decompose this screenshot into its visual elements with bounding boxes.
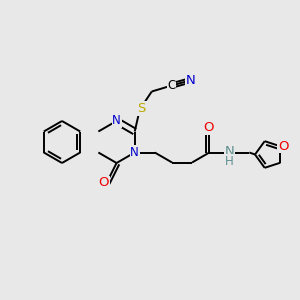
Text: O: O xyxy=(278,140,289,153)
Text: S: S xyxy=(138,102,146,115)
Text: O: O xyxy=(98,176,109,189)
Text: H: H xyxy=(225,155,234,168)
Text: N: N xyxy=(130,146,139,159)
Text: O: O xyxy=(203,121,214,134)
Text: C: C xyxy=(168,79,176,92)
Text: N: N xyxy=(224,145,234,158)
Text: H: H xyxy=(225,155,234,168)
Text: N: N xyxy=(112,115,121,128)
Text: N: N xyxy=(224,145,234,158)
Text: N: N xyxy=(186,74,196,87)
